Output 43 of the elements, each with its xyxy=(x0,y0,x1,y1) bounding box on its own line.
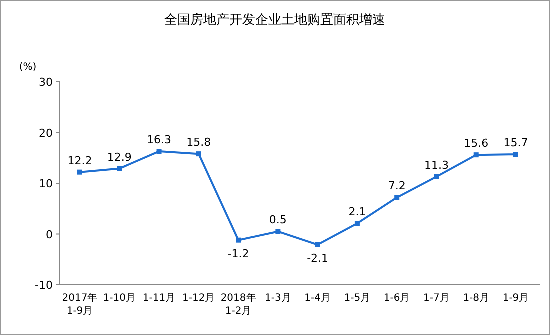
chart-title: 全国房地产开发企业土地购置面积增速 xyxy=(164,12,386,28)
point xyxy=(315,242,320,248)
x-tick-label: 1-12月 xyxy=(182,293,216,304)
data-label: 12.2 xyxy=(68,154,92,168)
x-tick-label: 1-9月 xyxy=(502,293,530,304)
data-label: 15.8 xyxy=(186,136,212,150)
point xyxy=(196,152,202,157)
y-tick-label: 10 xyxy=(39,178,53,190)
data-label: 7.2 xyxy=(388,180,406,193)
point xyxy=(236,238,242,243)
point xyxy=(276,229,281,234)
point xyxy=(394,195,400,200)
point xyxy=(474,152,479,158)
x-tick-label: 2018年 1-2月 xyxy=(220,292,256,317)
data-label: 0.5 xyxy=(269,214,287,227)
data-label: -2.1 xyxy=(307,252,329,265)
point xyxy=(434,174,440,180)
point xyxy=(156,149,162,154)
point xyxy=(117,166,122,172)
point xyxy=(354,221,360,226)
x-tick-label: 1-3月 xyxy=(265,293,292,304)
x-tick-label: 1-5月 xyxy=(344,293,371,304)
x-tick-label: 1-11月 xyxy=(142,293,176,304)
y-tick-label: -10 xyxy=(35,279,53,292)
data-label: 15.6 xyxy=(464,137,489,150)
y-tick-label: 0 xyxy=(46,228,53,242)
data-label: 16.3 xyxy=(147,134,172,147)
data-label: 11.3 xyxy=(424,158,449,172)
data-label: 15.7 xyxy=(504,136,528,150)
data-label: 12.9 xyxy=(107,150,132,164)
y-tick-label: 30 xyxy=(39,76,53,89)
x-tick-label: 1-4月 xyxy=(304,293,331,304)
x-tick-label: 1-8月 xyxy=(463,293,490,304)
y-axis-title: (%) xyxy=(19,62,37,73)
x-tick-label: 1-6月 xyxy=(384,293,410,304)
x-tick-label: 2017年 1-9月 xyxy=(62,292,98,317)
point xyxy=(514,152,518,158)
x-tick-label: 1-10月 xyxy=(103,293,136,304)
data-label: 2.1 xyxy=(348,206,366,219)
y-tick-label: 20 xyxy=(39,126,53,140)
x-tick-label: 1-7月 xyxy=(424,293,450,304)
data-label: -1.2 xyxy=(228,247,250,260)
point xyxy=(78,170,82,175)
